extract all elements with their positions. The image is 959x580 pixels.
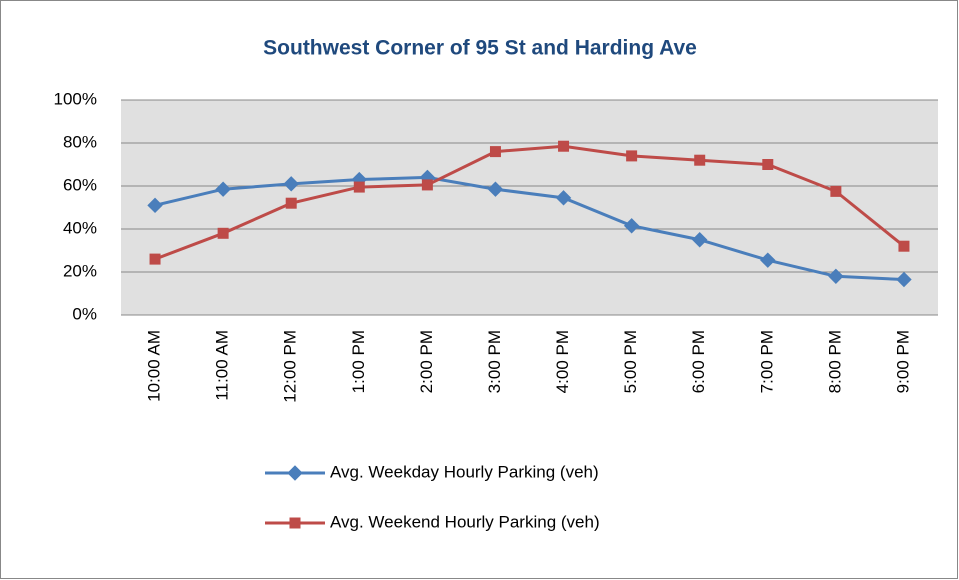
y-tick-label: 100% bbox=[54, 89, 97, 108]
x-tick-label: 11:00 AM bbox=[213, 330, 232, 401]
x-tick-label: 2:00 PM bbox=[417, 330, 436, 393]
y-tick-label: 60% bbox=[63, 175, 97, 194]
y-tick-label: 40% bbox=[63, 218, 97, 237]
data-point bbox=[626, 150, 638, 162]
y-tick-label: 20% bbox=[63, 261, 97, 280]
data-point bbox=[692, 232, 708, 248]
legend-label: Avg. Weekday Hourly Parking (veh) bbox=[330, 462, 599, 481]
plot-area bbox=[121, 100, 938, 315]
data-point bbox=[149, 253, 161, 265]
data-point bbox=[898, 240, 910, 252]
legend-label: Avg. Weekend Hourly Parking (veh) bbox=[330, 512, 600, 531]
x-tick-label: 1:00 PM bbox=[349, 330, 368, 393]
data-point bbox=[896, 271, 912, 288]
data-point bbox=[487, 181, 504, 197]
x-tick-label: 5:00 PM bbox=[621, 330, 640, 393]
x-tick-label: 12:00 PM bbox=[281, 330, 300, 403]
y-tick-label: 0% bbox=[72, 304, 97, 323]
data-point bbox=[760, 252, 776, 268]
x-tick-label: 9:00 PM bbox=[893, 330, 912, 393]
data-point bbox=[489, 146, 501, 158]
data-point bbox=[353, 181, 365, 193]
data-point bbox=[283, 176, 299, 192]
x-tick-label: 7:00 PM bbox=[757, 330, 776, 393]
x-tick-label: 8:00 PM bbox=[825, 330, 844, 393]
data-point bbox=[828, 268, 844, 285]
data-point bbox=[421, 179, 433, 191]
x-tick-label: 4:00 PM bbox=[553, 330, 572, 393]
legend-marker bbox=[287, 465, 303, 481]
y-tick-label: 80% bbox=[63, 132, 97, 151]
chart-title: Southwest Corner of 95 St and Harding Av… bbox=[263, 37, 697, 60]
data-point bbox=[217, 227, 229, 239]
legend-marker bbox=[289, 517, 301, 529]
x-tick-label: 3:00 PM bbox=[485, 330, 504, 393]
data-point bbox=[623, 218, 640, 234]
data-point bbox=[558, 140, 570, 152]
data-point bbox=[555, 190, 572, 206]
data-point bbox=[147, 197, 163, 214]
x-tick-label: 10:00 AM bbox=[145, 330, 164, 402]
data-point bbox=[215, 181, 231, 197]
data-point bbox=[830, 185, 842, 197]
data-point bbox=[285, 197, 297, 209]
x-tick-label: 6:00 PM bbox=[689, 330, 708, 393]
data-point bbox=[694, 154, 706, 166]
series-line bbox=[154, 144, 905, 261]
series-line bbox=[154, 175, 905, 282]
data-point bbox=[762, 159, 774, 170]
